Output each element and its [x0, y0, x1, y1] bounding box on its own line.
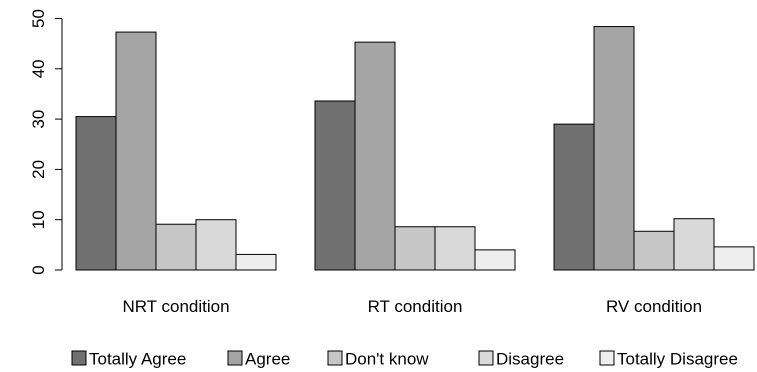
legend: Totally Agree Agree Don't know Disagree Tota…	[71, 350, 738, 369]
bar-totally-agree-2	[314, 100, 356, 271]
bars	[75, 26, 755, 271]
bar-agree-1	[115, 31, 157, 271]
bar-agree-2	[354, 41, 396, 271]
y-tick-label: 10	[29, 210, 48, 229]
y-tick-label: 50	[29, 9, 48, 28]
y-tick-label: 30	[29, 110, 48, 129]
bar-don-t-know-3	[633, 230, 675, 271]
bar-totally-disagree-3	[713, 246, 755, 271]
legend-label: Agree	[245, 350, 290, 369]
legend-label: Totally Agree	[89, 350, 186, 369]
y-axis: 0 10 20 30 40 50	[29, 9, 63, 275]
bar-totally-disagree-2	[474, 249, 516, 271]
bar-disagree-2	[434, 226, 476, 271]
y-tick-label: 20	[29, 160, 48, 179]
legend-swatch	[478, 350, 494, 366]
bar-disagree-3	[673, 218, 715, 271]
legend-swatch	[599, 350, 615, 366]
category-label: NRT condition	[122, 297, 229, 316]
y-tick-label: 0	[29, 265, 48, 274]
bar-don-t-know-1	[155, 223, 197, 271]
bar-totally-disagree-1	[235, 253, 277, 271]
bar-totally-agree-3	[553, 123, 595, 271]
category-label: RV condition	[606, 297, 702, 316]
x-axis-category-labels: NRT condition RT condition RV condition	[122, 297, 702, 316]
y-tick-label: 40	[29, 59, 48, 78]
legend-label: Disagree	[496, 350, 564, 369]
bar-totally-agree-1	[75, 116, 117, 271]
legend-label: Don't know	[345, 350, 429, 369]
bar-don-t-know-2	[394, 226, 436, 271]
bar-disagree-1	[195, 219, 237, 271]
bar-agree-3	[593, 26, 635, 271]
category-label: RT condition	[368, 297, 463, 316]
legend-swatch	[327, 350, 343, 366]
legend-swatch	[71, 350, 87, 366]
legend-swatch	[227, 350, 243, 366]
legend-label: Totally Disagree	[617, 350, 738, 369]
